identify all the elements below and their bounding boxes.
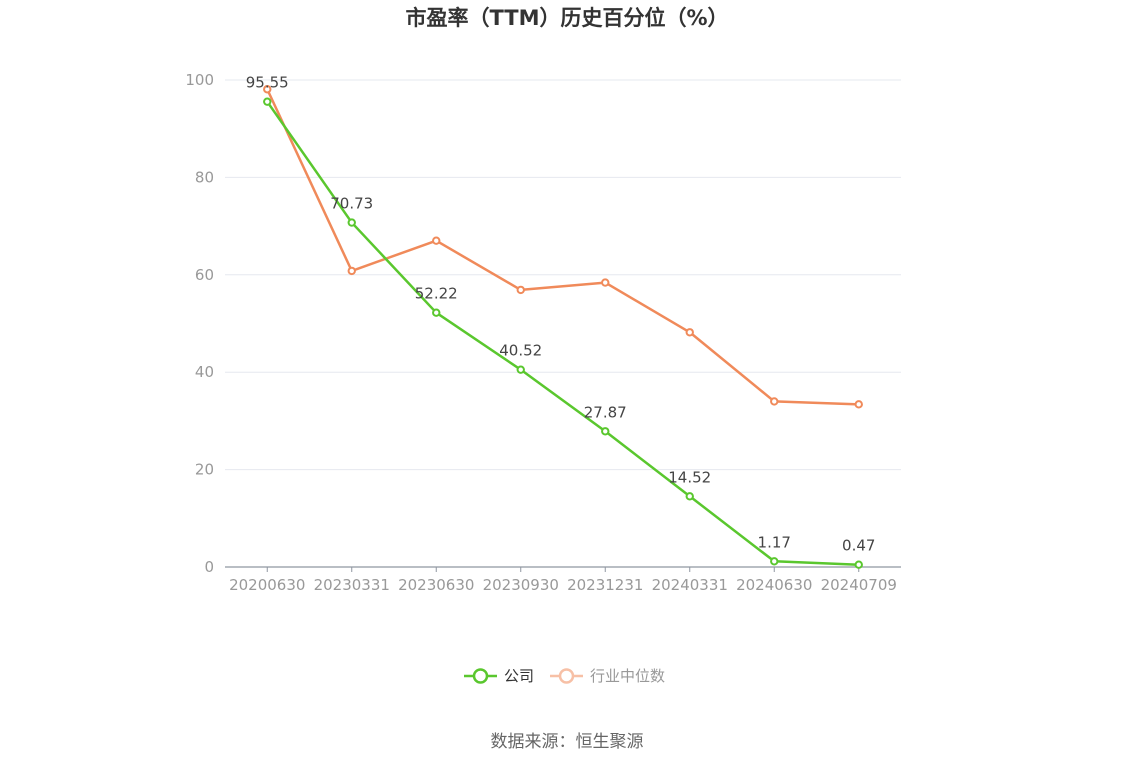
legend[interactable]: 公司 行业中位数	[464, 667, 665, 685]
data-point	[770, 397, 779, 406]
y-tick-label: 20	[195, 461, 214, 479]
legend-marker	[472, 668, 489, 684]
grid-lines	[225, 79, 901, 471]
data-point	[685, 492, 694, 501]
data-point	[601, 427, 610, 436]
y-tick-label: 60	[195, 266, 214, 284]
series-line-1	[266, 88, 859, 406]
data-point	[770, 557, 779, 566]
data-point	[347, 218, 356, 227]
data-point	[601, 278, 610, 287]
x-tick-label: 20240709	[821, 576, 897, 594]
data-label: 52.22	[415, 285, 458, 303]
data-label: 1.17	[758, 533, 791, 551]
x-tick-label: 20230331	[314, 576, 390, 594]
data-label: 40.52	[499, 342, 542, 360]
data-point	[854, 560, 863, 569]
legend-item-0[interactable]: 公司	[464, 667, 534, 685]
x-tick-label: 20240331	[652, 576, 728, 594]
data-point	[854, 400, 863, 409]
data-point	[263, 97, 272, 106]
series-line-0	[266, 100, 859, 566]
y-tick-label: 40	[195, 363, 214, 381]
series-layer	[263, 85, 863, 569]
data-label: 27.87	[584, 403, 627, 421]
x-tick-label: 20230630	[398, 576, 474, 594]
data-label: 0.47	[842, 537, 875, 555]
data-point	[685, 328, 694, 337]
x-tick-label: 20231231	[567, 576, 643, 594]
y-tick-label: 100	[185, 71, 214, 89]
chart-title: 市盈率（TTM）历史百分位（%）	[405, 6, 728, 30]
legend-item-1[interactable]: 行业中位数	[550, 667, 665, 685]
legend-label: 行业中位数	[590, 667, 665, 685]
data-label: 70.73	[330, 195, 373, 213]
y-tick-label: 80	[195, 168, 214, 186]
data-point	[347, 266, 356, 276]
y-tick-label: 0	[204, 558, 214, 576]
x-tick-label: 20200630	[229, 576, 305, 594]
legend-label: 公司	[504, 667, 534, 685]
data-point	[432, 236, 441, 245]
data-label: 14.52	[668, 468, 711, 486]
source-note: 数据来源：恒生聚源	[491, 732, 644, 752]
x-axis: 20200630 20230331 20230630 20230930 20231231…	[225, 566, 901, 594]
y-axis: 0 20 40 60 80 100	[185, 71, 214, 576]
x-tick-label: 20230930	[483, 576, 559, 594]
legend-marker	[558, 668, 575, 684]
data-labels: 95.55 70.73 52.22 40.52 27.87 14.52 1.17 0.47	[246, 74, 876, 555]
data-point	[516, 365, 525, 374]
data-point	[432, 308, 441, 317]
data-point	[516, 285, 525, 295]
data-point	[263, 85, 272, 94]
data-label: 95.55	[246, 74, 289, 92]
x-tick-label: 20240630	[736, 576, 812, 594]
